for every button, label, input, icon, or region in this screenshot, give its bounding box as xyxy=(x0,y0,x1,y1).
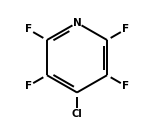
Text: F: F xyxy=(25,24,32,34)
Text: F: F xyxy=(122,81,129,91)
Text: F: F xyxy=(25,81,32,91)
Text: Cl: Cl xyxy=(72,109,82,119)
Text: N: N xyxy=(73,18,81,28)
Text: F: F xyxy=(122,24,129,34)
